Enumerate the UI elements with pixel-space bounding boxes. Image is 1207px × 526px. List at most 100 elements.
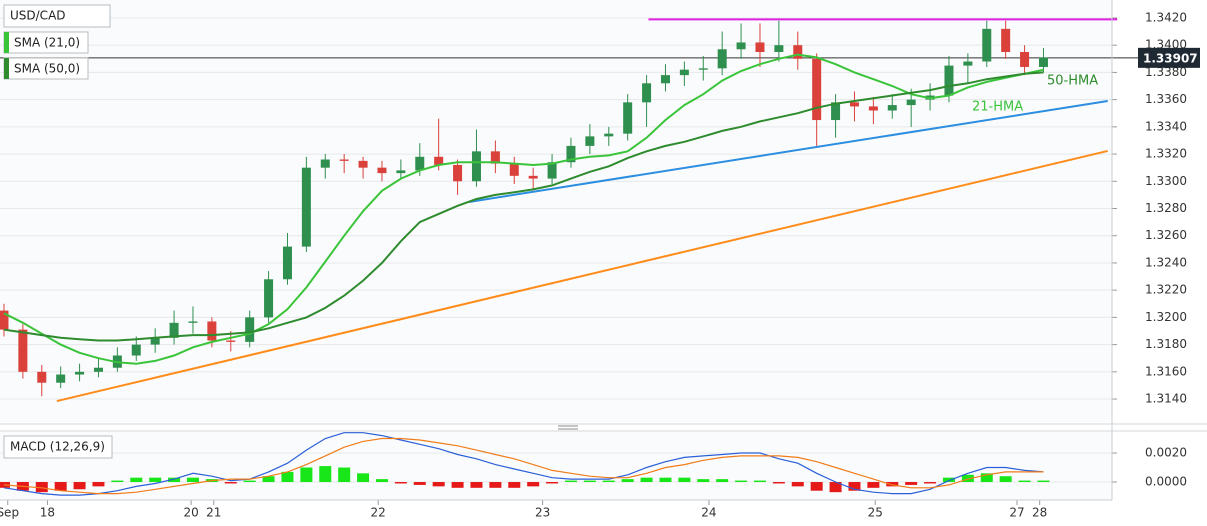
x-tick-label: 24	[701, 506, 716, 520]
candle-body	[717, 49, 727, 69]
candle-body	[566, 145, 576, 163]
macd-signal-line	[3, 437, 1044, 495]
macd-histogram-bar	[753, 480, 766, 483]
candle-body	[547, 162, 557, 179]
candle-body	[453, 164, 463, 182]
x-tick-label: 27	[1009, 506, 1024, 520]
macd-histogram-bar	[697, 479, 710, 483]
trend-line	[56, 149, 1108, 403]
macd-histogram-bar	[678, 477, 691, 483]
candle-body	[698, 68, 708, 70]
candle-body	[320, 159, 330, 168]
macd-histogram-bar	[186, 477, 199, 483]
y-tick-label: 0.0020	[1145, 446, 1187, 460]
candle-body	[301, 167, 311, 247]
moving-average-line	[3, 53, 1044, 365]
y-tick-label: 1.3260	[1145, 228, 1187, 242]
candle-body	[982, 28, 992, 62]
macd-histogram-bar	[791, 482, 804, 487]
candle-body	[944, 65, 954, 96]
last-price-box	[1138, 47, 1200, 68]
macd-histogram-bar	[621, 479, 634, 483]
macd-histogram-bar	[35, 482, 48, 493]
macd-histogram-bar	[262, 476, 275, 483]
macd-histogram-bar	[281, 471, 294, 483]
candle-body	[188, 321, 198, 323]
candle-body	[604, 133, 614, 137]
annotation: 50-HMA	[1047, 74, 1098, 89]
macd-macd-line	[3, 432, 1044, 496]
candle-body	[434, 156, 444, 165]
y-tick-label: 1.3220	[1145, 283, 1187, 297]
macd-histogram-bar	[508, 482, 521, 488]
macd-histogram-bar	[659, 477, 672, 483]
macd-histogram-bar	[810, 482, 823, 491]
macd-histogram-bar	[243, 480, 256, 483]
legend-box	[3, 435, 113, 459]
macd-histogram-bar	[546, 482, 559, 484]
macd-histogram-bar	[640, 477, 653, 483]
y-tick-label: 1.3200	[1145, 310, 1187, 324]
candle-body	[75, 371, 85, 375]
macd-histogram-bar	[980, 473, 993, 483]
candle-body	[245, 317, 255, 342]
macd-histogram-bar	[848, 482, 861, 491]
candle-body	[1020, 51, 1030, 67]
macd-histogram-bar	[432, 482, 445, 487]
y-tick-label: 1.3240	[1145, 255, 1187, 269]
candle-body	[150, 337, 160, 345]
x-tick-label: Sep	[0, 506, 19, 520]
candle-body	[282, 246, 292, 280]
candle-body	[264, 279, 274, 318]
candle-body	[1038, 57, 1048, 67]
macd-histogram-bar	[924, 482, 937, 484]
candle-body	[93, 367, 103, 372]
legend-box	[3, 4, 111, 28]
y-tick-label: 1.3360	[1145, 92, 1187, 106]
candle-body	[226, 340, 236, 342]
macd-pane	[0, 432, 1112, 500]
candle-body	[755, 42, 765, 52]
macd-histogram-bar	[489, 482, 502, 488]
legend-label: SMA (21,0)	[14, 36, 80, 50]
candle-body	[0, 310, 9, 330]
candle-body	[774, 45, 784, 52]
candle-body	[207, 321, 217, 341]
macd-histogram-bar	[338, 467, 351, 483]
candle-body	[887, 105, 897, 111]
candle-body	[868, 106, 878, 111]
candle-body	[528, 175, 538, 179]
macd-histogram-bar	[735, 480, 748, 483]
candle-body	[396, 170, 406, 174]
macd-histogram-bar	[111, 480, 124, 483]
legend: USD/CAD SMA (21,0) SMA (50,0) MACD (12,2…	[3, 4, 113, 459]
moving-average-line	[3, 71, 1044, 342]
y-tick-label: 1.3160	[1145, 364, 1187, 378]
macd-histogram-bar	[1018, 480, 1031, 483]
candle-body	[963, 61, 973, 66]
macd-histogram-bar	[1037, 480, 1050, 483]
candle-body	[169, 322, 179, 338]
candle-body	[812, 58, 822, 121]
x-tick-label: 28	[1032, 506, 1047, 520]
candle-body	[490, 151, 500, 164]
macd-histogram-bar	[357, 473, 370, 483]
candle-body	[509, 163, 519, 176]
x-tick-label: 21	[206, 506, 221, 520]
candle-body	[37, 371, 47, 383]
annotation: 21-HMA	[972, 100, 1023, 115]
macd-label: MACD (12,26,9)	[10, 440, 105, 454]
candle-body	[1001, 28, 1011, 52]
macd-histogram-bar	[961, 474, 974, 483]
y-tick-label: 1.3140	[1145, 392, 1187, 406]
x-tick-label: 20	[183, 506, 198, 520]
candle-body	[471, 151, 481, 182]
candle-body	[849, 102, 859, 107]
candle-body	[56, 374, 66, 383]
macd-histogram-bar	[527, 482, 540, 487]
macd-histogram-bar	[886, 482, 899, 487]
macd-histogram-bar	[602, 480, 615, 483]
legend-swatch	[4, 58, 9, 79]
trend-line	[468, 99, 1108, 203]
